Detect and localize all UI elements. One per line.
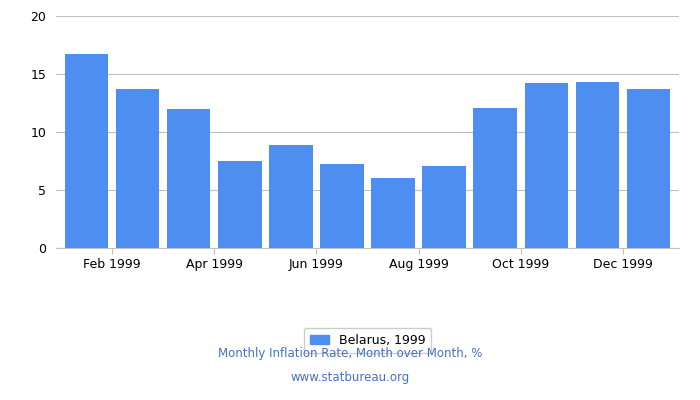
Bar	[524, 83, 568, 248]
Bar	[218, 161, 262, 248]
Text: Monthly Inflation Rate, Month over Month, %: Monthly Inflation Rate, Month over Month…	[218, 348, 482, 360]
Bar	[422, 166, 466, 248]
Legend: Belarus, 1999: Belarus, 1999	[304, 328, 431, 353]
Bar	[167, 109, 211, 248]
Bar	[473, 108, 517, 248]
Bar	[65, 54, 108, 248]
Bar	[116, 89, 160, 248]
Bar	[575, 82, 619, 248]
Bar	[626, 89, 670, 248]
Text: www.statbureau.org: www.statbureau.org	[290, 372, 410, 384]
Bar	[270, 145, 313, 248]
Bar	[371, 178, 414, 248]
Bar	[321, 164, 364, 248]
